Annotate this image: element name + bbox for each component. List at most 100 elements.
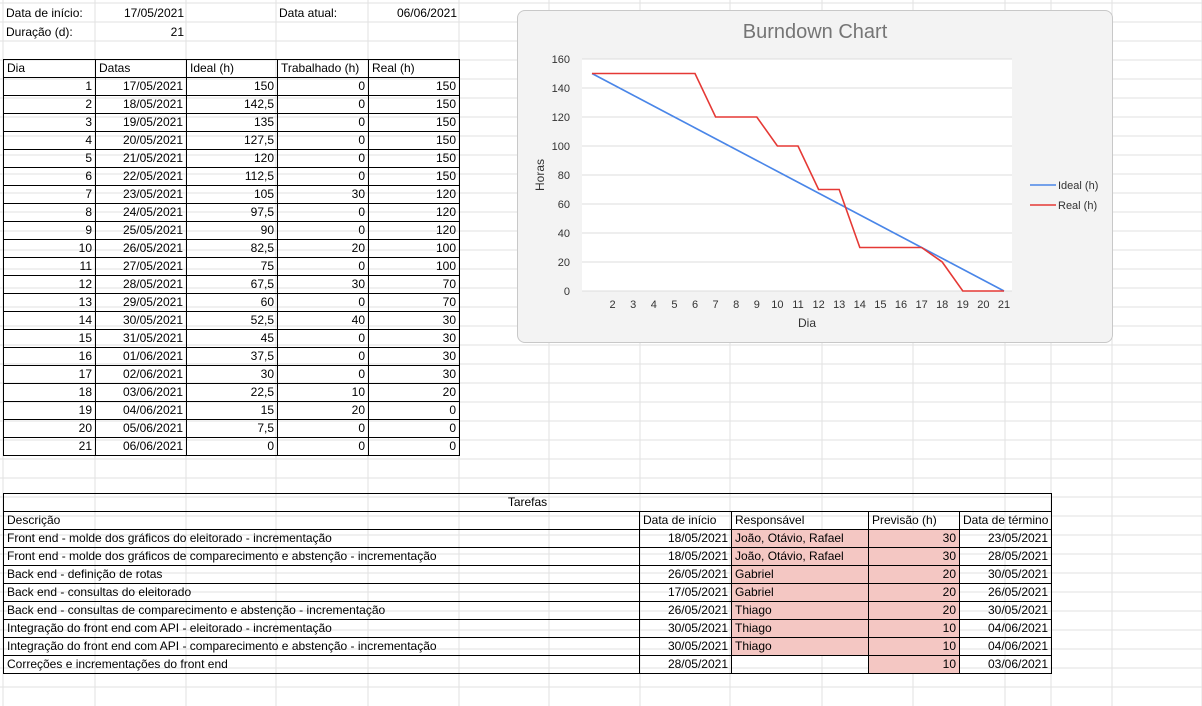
- burndown-cell[interactable]: 0: [277, 365, 369, 384]
- burndown-cell[interactable]: 75: [186, 257, 278, 276]
- burndown-cell[interactable]: 150: [368, 149, 460, 168]
- task-cell[interactable]: 20: [868, 601, 960, 620]
- burndown-cell[interactable]: 7,5: [186, 419, 278, 438]
- burndown-cell[interactable]: 12: [3, 275, 96, 294]
- task-cell[interactable]: 10: [868, 637, 960, 656]
- task-cell[interactable]: Integração do front end com API - eleito…: [3, 619, 640, 638]
- burndown-cell[interactable]: 30: [368, 365, 460, 384]
- burndown-cell[interactable]: 0: [277, 329, 369, 348]
- burndown-cell[interactable]: 06/06/2021: [95, 437, 187, 456]
- burndown-cell[interactable]: 2: [3, 95, 96, 114]
- burndown-column-header[interactable]: Ideal (h): [186, 59, 278, 78]
- burndown-cell[interactable]: 23/05/2021: [95, 185, 187, 204]
- task-cell[interactable]: 30/05/2021: [639, 619, 732, 638]
- burndown-cell[interactable]: 21/05/2021: [95, 149, 187, 168]
- burndown-cell[interactable]: 18: [3, 383, 96, 402]
- task-cell[interactable]: 26/05/2021: [639, 601, 732, 620]
- task-cell[interactable]: Front end - molde dos gráficos de compar…: [3, 547, 640, 566]
- task-cell[interactable]: Front end - molde dos gráficos do eleito…: [3, 529, 640, 548]
- burndown-cell[interactable]: 120: [368, 185, 460, 204]
- burndown-cell[interactable]: 5: [3, 149, 96, 168]
- task-cell[interactable]: 03/06/2021: [958, 655, 1053, 674]
- task-cell[interactable]: Back end - definição de rotas: [3, 565, 640, 584]
- burndown-cell[interactable]: 30: [368, 311, 460, 330]
- burndown-cell[interactable]: 04/06/2021: [95, 401, 187, 420]
- task-cell[interactable]: Back end - consultas de comparecimento e…: [3, 601, 640, 620]
- task-cell[interactable]: 30/05/2021: [639, 637, 732, 656]
- burndown-cell[interactable]: 05/06/2021: [95, 419, 187, 438]
- task-cell[interactable]: 20: [868, 583, 960, 602]
- burndown-cell[interactable]: 150: [368, 131, 460, 150]
- burndown-cell[interactable]: 52,5: [186, 311, 278, 330]
- burndown-cell[interactable]: 0: [277, 221, 369, 240]
- task-cell[interactable]: 26/05/2021: [639, 565, 732, 584]
- burndown-cell[interactable]: 21: [3, 437, 96, 456]
- burndown-cell[interactable]: 17: [3, 365, 96, 384]
- task-cell[interactable]: 17/05/2021: [639, 583, 732, 602]
- burndown-cell[interactable]: 150: [186, 77, 278, 96]
- burndown-cell[interactable]: 13: [3, 293, 96, 312]
- burndown-cell[interactable]: 0: [368, 419, 460, 438]
- task-cell[interactable]: 23/05/2021: [958, 529, 1053, 548]
- tasks-column-header[interactable]: Previsão (h): [868, 511, 960, 530]
- burndown-cell[interactable]: 22,5: [186, 383, 278, 402]
- burndown-cell[interactable]: 0: [277, 77, 369, 96]
- burndown-cell[interactable]: 24/05/2021: [95, 203, 187, 222]
- burndown-cell[interactable]: 30: [186, 365, 278, 384]
- burndown-cell[interactable]: 0: [277, 203, 369, 222]
- burndown-cell[interactable]: 1: [3, 77, 96, 96]
- burndown-cell[interactable]: 97,5: [186, 203, 278, 222]
- tasks-column-header[interactable]: Descrição: [3, 511, 640, 530]
- task-cell[interactable]: 10: [868, 619, 960, 638]
- burndown-cell[interactable]: 150: [368, 167, 460, 186]
- task-cell[interactable]: Correções e incrementações do front end: [3, 655, 640, 674]
- burndown-cell[interactable]: 120: [368, 221, 460, 240]
- burndown-cell[interactable]: 15: [3, 329, 96, 348]
- burndown-cell[interactable]: 100: [368, 257, 460, 276]
- start-date-value[interactable]: 17/05/2021: [123, 6, 184, 20]
- burndown-cell[interactable]: 37,5: [186, 347, 278, 366]
- burndown-cell[interactable]: 120: [186, 149, 278, 168]
- task-cell[interactable]: 28/05/2021: [639, 655, 732, 674]
- task-cell[interactable]: Thiago: [731, 601, 869, 620]
- task-cell[interactable]: 28/05/2021: [958, 547, 1053, 566]
- burndown-cell[interactable]: 28/05/2021: [95, 275, 187, 294]
- burndown-cell[interactable]: 70: [368, 275, 460, 294]
- burndown-cell[interactable]: 30: [277, 275, 369, 294]
- burndown-cell[interactable]: 18/05/2021: [95, 95, 187, 114]
- burndown-cell[interactable]: 112,5: [186, 167, 278, 186]
- task-cell[interactable]: 18/05/2021: [639, 529, 732, 548]
- task-cell[interactable]: João, Otávio, Rafael: [731, 529, 869, 548]
- burndown-cell[interactable]: 4: [3, 131, 96, 150]
- burndown-cell[interactable]: 17/05/2021: [95, 77, 187, 96]
- current-date-value[interactable]: 06/06/2021: [396, 6, 457, 20]
- burndown-cell[interactable]: 105: [186, 185, 278, 204]
- burndown-cell[interactable]: 27/05/2021: [95, 257, 187, 276]
- task-cell[interactable]: Integração do front end com API - compar…: [3, 637, 640, 656]
- burndown-cell[interactable]: 0: [277, 167, 369, 186]
- burndown-cell[interactable]: 0: [277, 257, 369, 276]
- burndown-cell[interactable]: 02/06/2021: [95, 365, 187, 384]
- burndown-column-header[interactable]: Trabalhado (h): [277, 59, 369, 78]
- task-cell[interactable]: 30/05/2021: [958, 565, 1053, 584]
- burndown-cell[interactable]: 6: [3, 167, 96, 186]
- burndown-cell[interactable]: 0: [277, 113, 369, 132]
- burndown-cell[interactable]: 19/05/2021: [95, 113, 187, 132]
- burndown-cell[interactable]: 30: [368, 347, 460, 366]
- task-cell[interactable]: 30: [868, 547, 960, 566]
- burndown-cell[interactable]: 20: [277, 239, 369, 258]
- burndown-column-header[interactable]: Datas: [95, 59, 187, 78]
- burndown-cell[interactable]: 16: [3, 347, 96, 366]
- burndown-cell[interactable]: 142,5: [186, 95, 278, 114]
- burndown-cell[interactable]: 0: [277, 347, 369, 366]
- task-cell[interactable]: Gabriel: [731, 565, 869, 584]
- burndown-cell[interactable]: 40: [277, 311, 369, 330]
- burndown-cell[interactable]: 0: [277, 437, 369, 456]
- task-cell[interactable]: 20: [868, 565, 960, 584]
- burndown-cell[interactable]: 100: [368, 239, 460, 258]
- burndown-cell[interactable]: 0: [277, 293, 369, 312]
- tasks-column-header[interactable]: Data de início: [639, 511, 732, 530]
- burndown-cell[interactable]: 30: [277, 185, 369, 204]
- burndown-column-header[interactable]: Real (h): [368, 59, 460, 78]
- burndown-cell[interactable]: 03/06/2021: [95, 383, 187, 402]
